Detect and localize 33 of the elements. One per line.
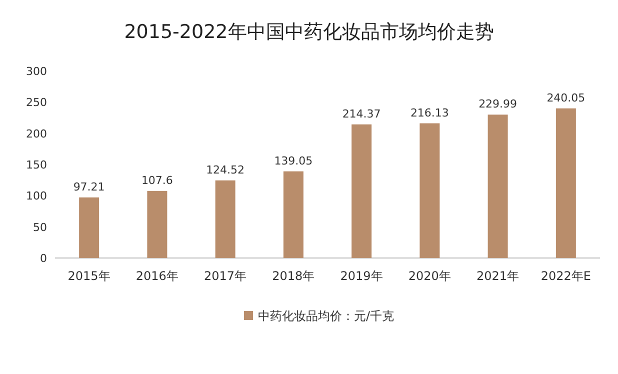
- y-tick-label: 250: [26, 96, 47, 110]
- x-tick-label: 2021年: [476, 269, 520, 283]
- x-tick-label: 2020年: [408, 269, 451, 283]
- x-tick-label: 2016年: [136, 269, 178, 283]
- bar: [420, 123, 440, 258]
- x-tick-label: 2022年E: [540, 269, 591, 283]
- bar: [488, 114, 508, 258]
- bar: [79, 197, 100, 258]
- data-label: 107.6: [141, 174, 173, 187]
- data-label: 240.05: [546, 91, 586, 104]
- y-tick-label: 50: [33, 220, 47, 234]
- data-label: 229.99: [478, 98, 518, 111]
- data-label: 97.21: [73, 180, 105, 194]
- data-label: 216.13: [410, 106, 449, 120]
- y-tick-label: 300: [26, 65, 47, 78]
- y-tick-label: 0: [40, 252, 47, 265]
- x-tick-label: 2019年: [340, 269, 383, 283]
- data-label: 139.05: [274, 154, 313, 168]
- x-tick-label: 2018年: [272, 269, 315, 283]
- bar: [283, 171, 304, 258]
- x-tick-label: 2015年: [68, 269, 110, 283]
- data-label: 214.37: [342, 107, 381, 120]
- data-label: 124.52: [206, 163, 245, 176]
- y-tick-label: 200: [26, 127, 47, 140]
- y-tick-label: 100: [26, 190, 47, 203]
- x-tick-label: 2017年: [204, 269, 247, 283]
- bar: [215, 180, 236, 258]
- bar: [147, 190, 168, 258]
- chart-title: 2015-2022年中国中药化妆品市场均价走势: [124, 21, 494, 43]
- legend-label: 中药化妆品均价：元/千克: [258, 309, 394, 323]
- bar: [556, 108, 576, 258]
- y-tick-label: 150: [26, 158, 47, 172]
- bar: [352, 124, 372, 258]
